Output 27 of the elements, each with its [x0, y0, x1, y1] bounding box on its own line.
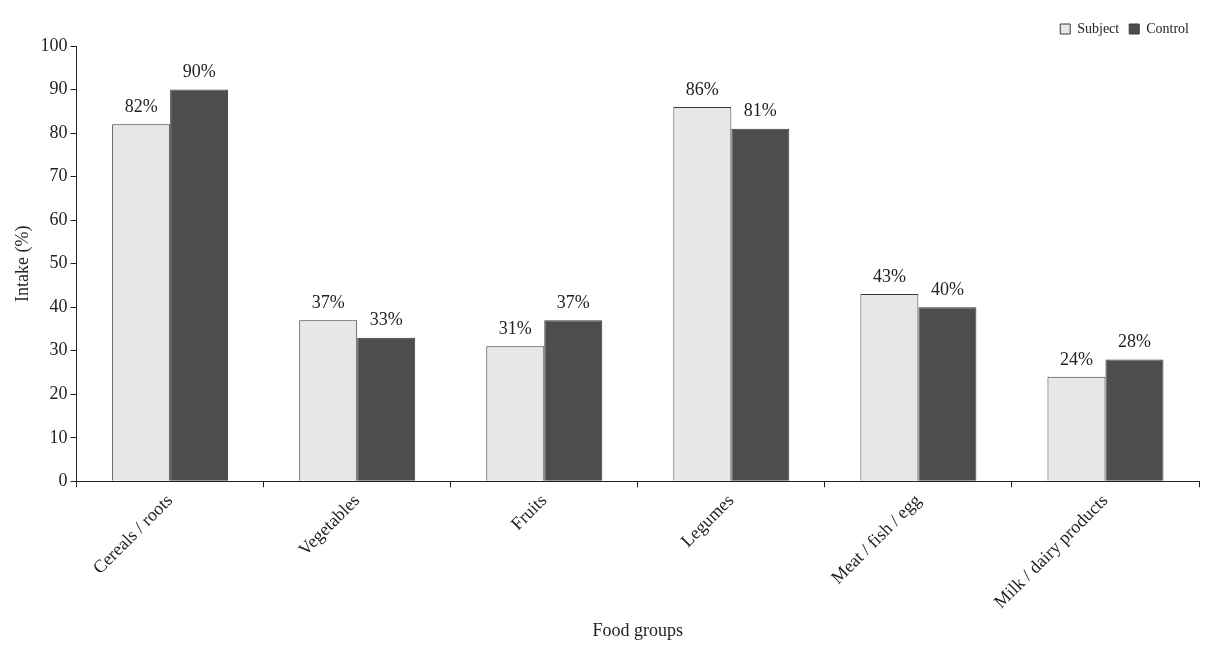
y-tick-label: 90 [49, 78, 68, 99]
y-tick-label: 100 [40, 34, 68, 55]
data-label: 37% [556, 291, 590, 312]
data-label: 40% [930, 278, 964, 299]
data-label: 24% [1059, 348, 1093, 369]
y-tick-label: 30 [49, 339, 68, 360]
legend-label: Subject [1077, 20, 1120, 36]
y-tick-label: 10 [49, 426, 68, 447]
x-axis-title: Food groups [592, 619, 684, 640]
y-tick-label: 70 [49, 165, 68, 186]
data-label: 82% [124, 96, 158, 117]
data-label: 33% [369, 309, 403, 330]
data-label: 43% [872, 265, 906, 286]
data-label: 37% [311, 291, 345, 312]
y-tick-label: 0 [58, 470, 68, 491]
legend-label: Control [1146, 20, 1190, 36]
data-label: 81% [743, 100, 777, 121]
y-tick-label: 50 [49, 252, 68, 273]
data-label: 90% [182, 61, 216, 82]
y-axis-title: Intake (%) [11, 225, 33, 302]
y-tick-label: 60 [49, 208, 68, 229]
y-tick-label: 40 [49, 295, 68, 316]
data-label: 31% [498, 318, 532, 339]
data-label: 86% [685, 78, 719, 99]
y-tick-label: 80 [49, 121, 68, 142]
y-tick-label: 20 [49, 382, 68, 403]
data-label: 28% [1117, 331, 1151, 352]
